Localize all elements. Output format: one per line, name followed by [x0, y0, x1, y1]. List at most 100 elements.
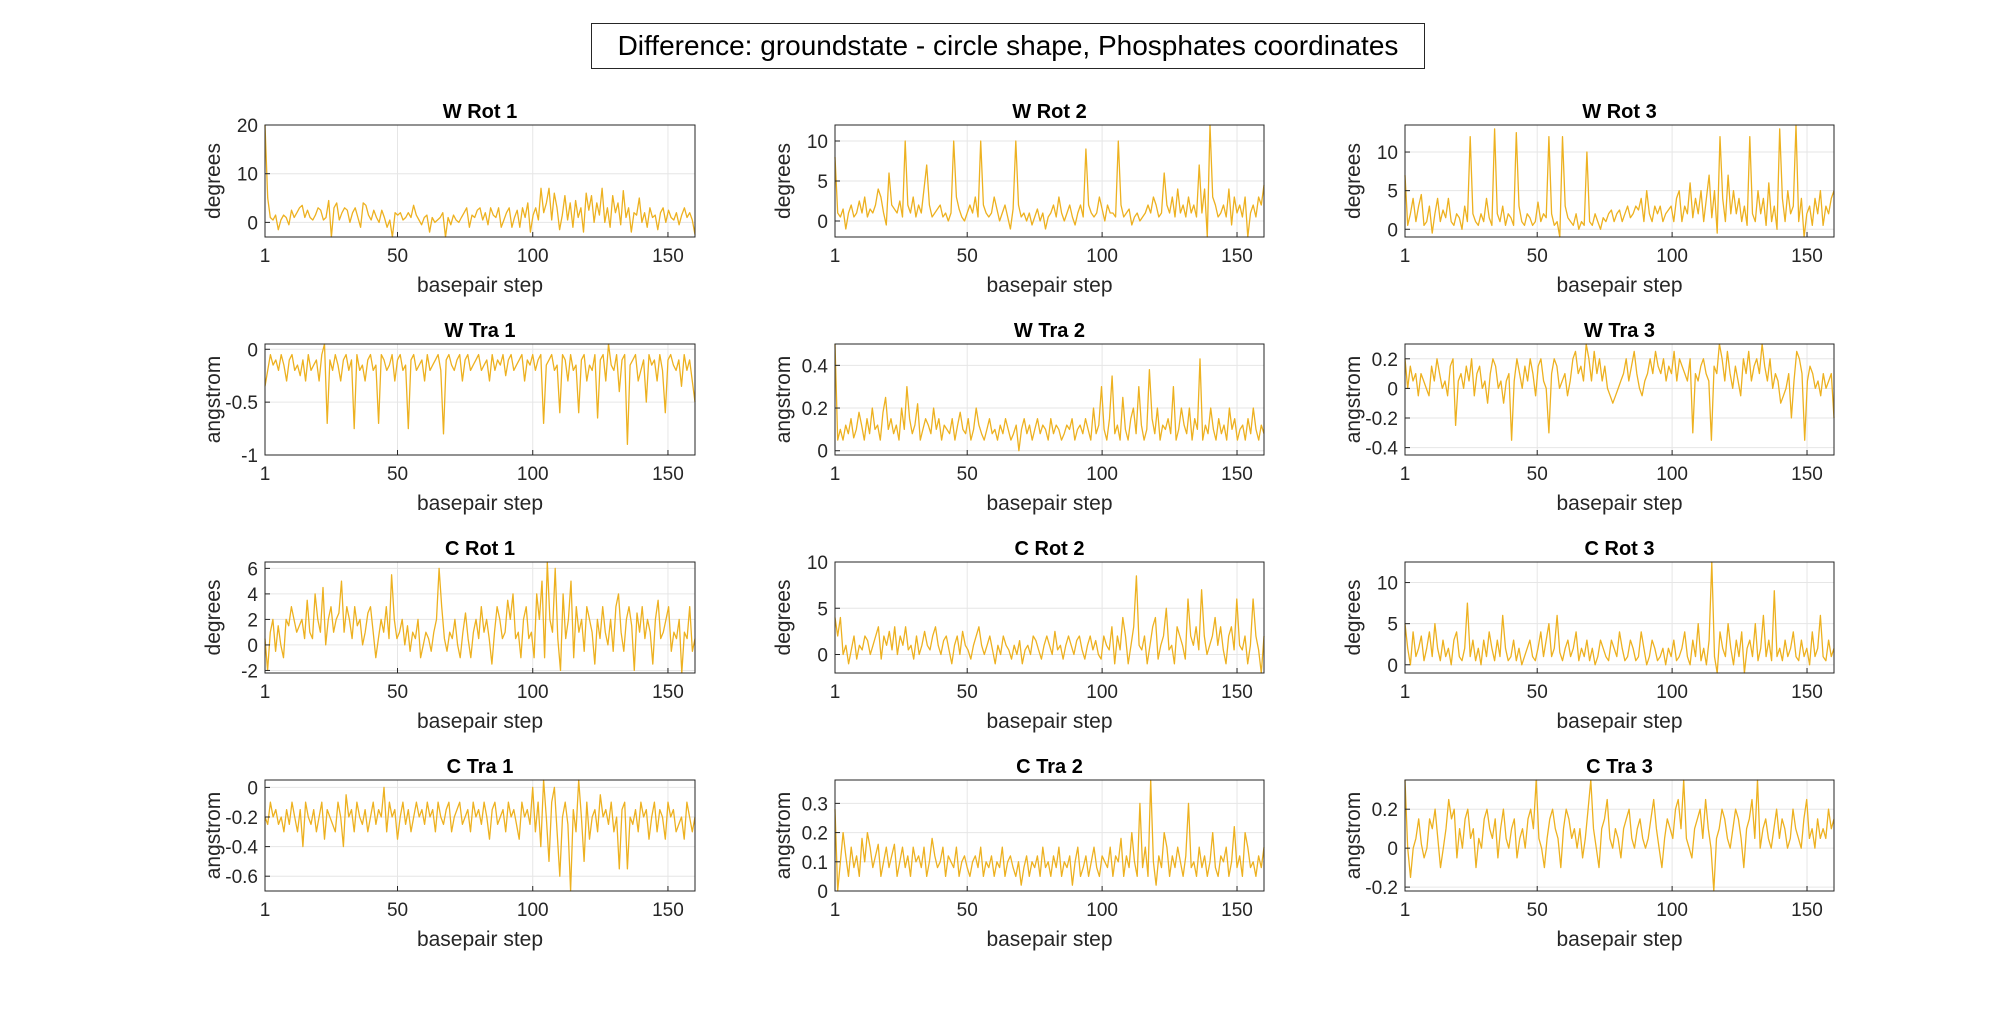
axes-box	[1404, 561, 1835, 674]
axes-box	[834, 561, 1265, 674]
y-axis-label: angstrom	[1342, 792, 1365, 880]
x-axis-label: basepair step	[1556, 274, 1682, 297]
x-tick-label: 50	[1527, 682, 1548, 703]
x-tick-label: 100	[1656, 464, 1688, 485]
y-tick-label: -0.6	[225, 867, 258, 888]
series-line	[264, 779, 696, 892]
axes-box	[264, 561, 696, 674]
series-line	[1404, 779, 1835, 892]
y-axis-label: degrees	[1342, 143, 1365, 219]
x-tick-label: 50	[1527, 464, 1548, 485]
y-tick-label: 5	[1387, 182, 1398, 203]
x-tick-label: 100	[1656, 246, 1688, 267]
x-axis-label: basepair step	[986, 710, 1112, 733]
x-tick-label: 1	[1400, 464, 1411, 485]
y-tick-label: 0	[247, 213, 258, 234]
y-tick-label: 0.2	[802, 399, 828, 420]
y-tick-label: -0.4	[1365, 439, 1398, 460]
subplot-title: C Rot 3	[1585, 538, 1655, 560]
x-tick-label: 150	[1791, 682, 1823, 703]
y-tick-label: 5	[1387, 615, 1398, 636]
y-tick-label: -1	[241, 446, 258, 467]
series-line	[264, 124, 696, 238]
axes-box	[264, 124, 696, 238]
y-axis-label: degrees	[772, 143, 795, 219]
series-line	[264, 561, 696, 674]
y-tick-label: 0.3	[802, 794, 828, 815]
y-tick-label: 0.2	[802, 824, 828, 845]
x-tick-label: 100	[1656, 682, 1688, 703]
series-line	[1404, 561, 1835, 674]
axes-box	[1404, 343, 1835, 456]
series-line	[1404, 343, 1835, 441]
x-tick-label: 100	[1086, 464, 1118, 485]
x-tick-label: 50	[387, 464, 408, 485]
y-tick-label: 0	[817, 212, 828, 233]
y-tick-label: 0	[817, 882, 828, 903]
axes-box	[834, 343, 1265, 456]
series-line	[834, 575, 1265, 674]
x-tick-label: 50	[957, 246, 978, 267]
x-tick-label: 100	[1086, 900, 1118, 921]
y-tick-label: 0	[1387, 379, 1398, 400]
subplot-title: C Tra 2	[1016, 756, 1083, 778]
x-tick-label: 100	[1086, 682, 1118, 703]
subplot-title: C Rot 1	[445, 538, 515, 560]
y-tick-label: 5	[817, 599, 828, 620]
x-axis-label: basepair step	[1556, 492, 1682, 515]
y-tick-label: 2	[247, 610, 258, 631]
y-tick-label: 0	[817, 646, 828, 667]
x-axis-label: basepair step	[417, 274, 543, 297]
y-tick-label: 0	[1387, 656, 1398, 677]
x-tick-label: 1	[1400, 246, 1411, 267]
x-tick-label: 100	[517, 464, 549, 485]
x-axis-label: basepair step	[986, 928, 1112, 951]
series-line	[834, 124, 1265, 238]
x-tick-label: 150	[652, 464, 684, 485]
x-tick-label: 150	[652, 246, 684, 267]
x-tick-label: 150	[1791, 464, 1823, 485]
y-tick-label: 6	[247, 559, 258, 580]
x-tick-label: 150	[1221, 900, 1253, 921]
y-axis-label: angstrom	[772, 356, 795, 444]
x-tick-label: 1	[260, 464, 271, 485]
y-tick-label: 4	[247, 585, 258, 606]
y-tick-label: 10	[807, 553, 828, 574]
y-tick-label: -0.2	[225, 808, 258, 829]
y-tick-label: 0.2	[1372, 800, 1398, 821]
axes-box	[834, 779, 1265, 892]
axes-box	[1404, 779, 1835, 892]
y-tick-label: 0.4	[802, 356, 829, 377]
x-axis-label: basepair step	[417, 928, 543, 951]
y-tick-label: 0	[1387, 220, 1398, 241]
y-tick-label: 10	[1377, 574, 1398, 595]
x-axis-label: basepair step	[417, 710, 543, 733]
axes-box	[1404, 124, 1835, 238]
x-tick-label: 50	[1527, 246, 1548, 267]
x-tick-label: 150	[652, 682, 684, 703]
x-tick-label: 1	[830, 900, 841, 921]
x-axis-label: basepair step	[986, 492, 1112, 515]
y-tick-label: 0	[247, 636, 258, 657]
y-tick-label: -2	[241, 661, 258, 682]
y-axis-label: angstrom	[1342, 356, 1365, 444]
x-tick-label: 50	[957, 682, 978, 703]
x-tick-label: 1	[1400, 682, 1411, 703]
x-tick-label: 150	[652, 900, 684, 921]
x-tick-label: 1	[260, 682, 271, 703]
subplot-title: W Tra 3	[1584, 320, 1655, 342]
x-tick-label: 100	[517, 682, 549, 703]
y-axis-label: degrees	[772, 580, 795, 656]
subplot-title: C Tra 1	[447, 756, 514, 778]
x-tick-label: 150	[1221, 246, 1253, 267]
x-tick-label: 50	[957, 900, 978, 921]
